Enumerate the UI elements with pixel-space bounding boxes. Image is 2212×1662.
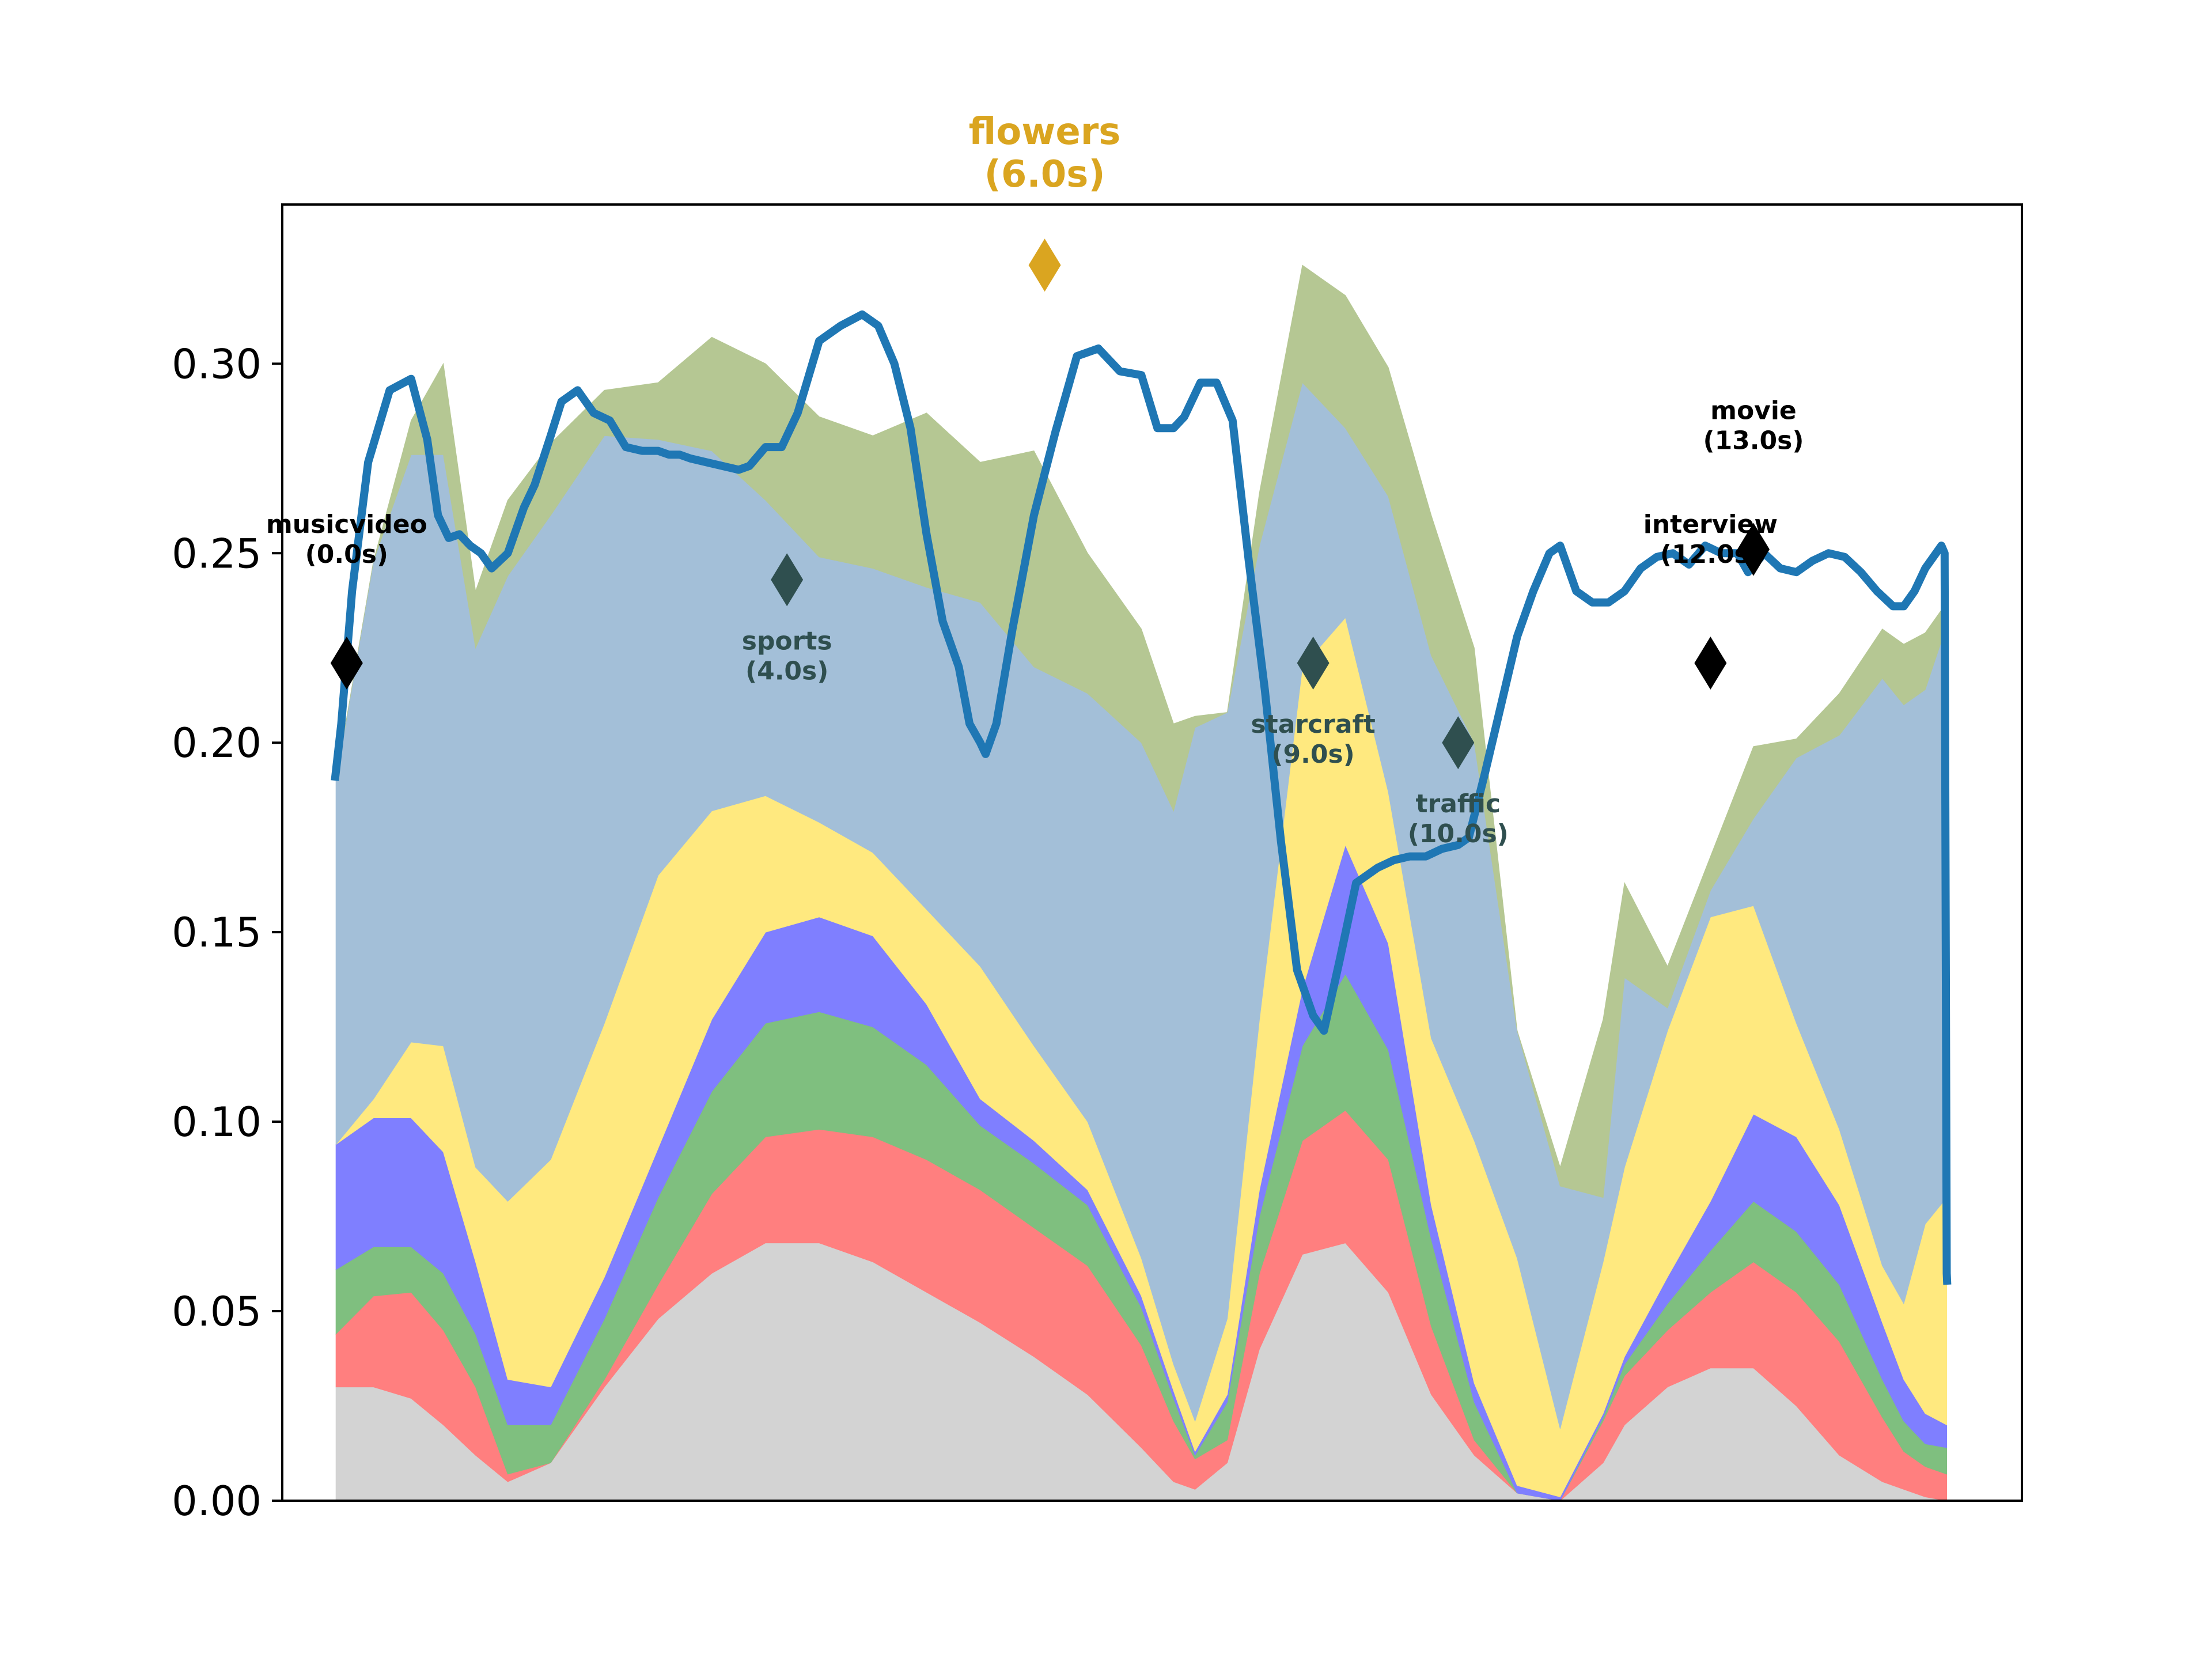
marker-diamond-2 [771,553,804,607]
marker-diamond-4 [1297,637,1330,690]
marker-diamond-5 [1442,716,1475,770]
stacked-area-layers [335,264,1947,1501]
annotation-markers: musicvideo (0.0s) sports (4.0s) flowers (6.0s… [266,111,1804,849]
y-tick-label-5: 0.25 [172,530,262,577]
marker-label-1: musicvideo (0.0s) [266,510,427,569]
y-tick-label-6: 0.30 [172,340,262,388]
y-tick-label-0: 0.00 [172,1478,262,1525]
marker-label-5: traffic (10.0s) [1408,789,1509,849]
total-line-group [331,310,1952,1285]
marker-diamond-6 [1694,637,1727,690]
marker-label-7: movie (13.0s) [1703,396,1804,456]
marker-diamond-1 [330,637,363,690]
y-axis: 0.00 0.05 0.10 0.15 0.20 0.25 0.30 [172,340,282,1525]
marker-label-3: flowers (6.0s) [969,111,1121,196]
marker-label-4: starcraft (9.0s) [1251,710,1375,769]
marker-diamond-3 [1028,238,1061,292]
y-tick-label-3: 0.15 [172,909,262,956]
y-tick-label-2: 0.10 [172,1099,262,1146]
plot-frame [281,203,2023,1502]
marker-label-2: sports (4.0s) [742,626,832,686]
total-line [331,310,1952,1285]
y-tick-label-1: 0.05 [172,1288,262,1335]
y-tick-label-4: 0.20 [172,720,262,767]
marker-diamond-7 [1737,523,1770,576]
